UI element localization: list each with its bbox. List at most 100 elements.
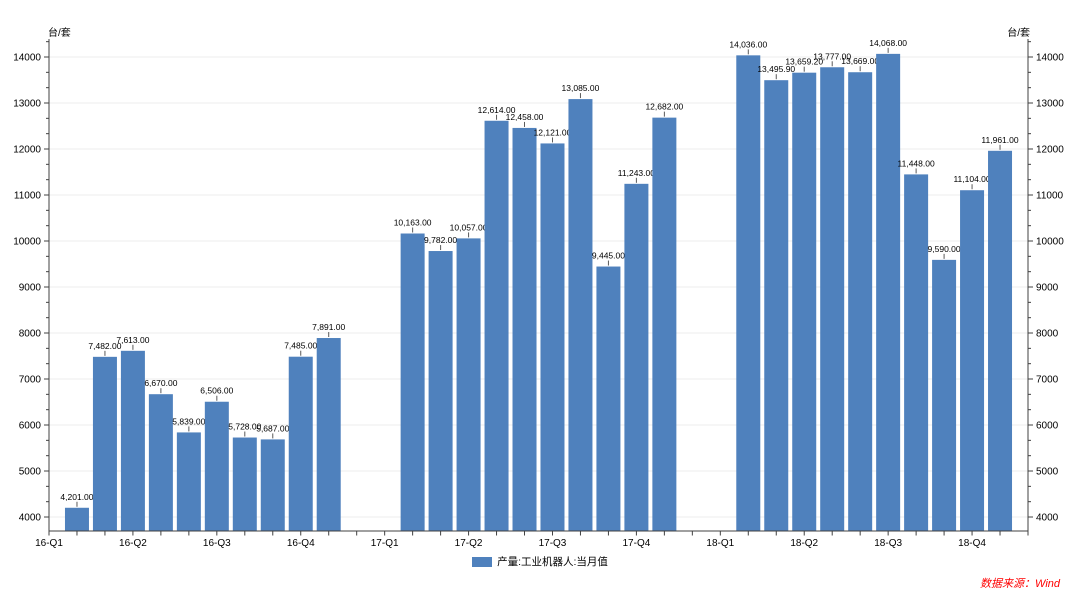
bar	[484, 120, 509, 532]
bar	[148, 394, 173, 531]
bar	[288, 356, 313, 531]
y-tick-label-left: 4000	[19, 513, 42, 524]
bar	[540, 143, 565, 531]
x-tick-label: 18-Q1	[706, 538, 734, 549]
bar	[120, 350, 145, 531]
bar-value-label: 13,085.00	[562, 83, 600, 93]
x-tick-label: 18-Q2	[790, 538, 818, 549]
x-tick-label: 17-Q1	[371, 538, 399, 549]
x-tick-label: 16-Q1	[35, 538, 63, 549]
y-axis-unit-left: 台/套	[48, 28, 71, 39]
bar-value-label: 12,682.00	[645, 102, 683, 112]
bar	[848, 72, 873, 532]
bar-value-label: 11,104.00	[953, 174, 990, 184]
bar-value-label: 11,448.00	[898, 158, 935, 168]
bar-value-label: 13,669.00	[841, 56, 879, 66]
bar	[64, 507, 89, 531]
legend-label: 产量:工业机器人:当月值	[497, 556, 608, 568]
bar-value-label: 9,445.00	[592, 251, 625, 261]
y-tick-label-left: 5000	[19, 467, 42, 478]
bar	[596, 266, 621, 531]
bar	[904, 174, 929, 531]
bar-value-label: 7,482.00	[88, 341, 121, 351]
y-tick-label-left: 14000	[13, 53, 41, 64]
bar	[988, 150, 1013, 531]
bar-value-label: 4,201.00	[60, 492, 93, 502]
bar	[568, 99, 593, 531]
legend-swatch	[472, 556, 493, 567]
bar-value-label: 13,659.20	[785, 57, 823, 67]
y-tick-label-right: 7000	[1036, 375, 1059, 386]
bar	[512, 127, 537, 532]
bar	[316, 338, 341, 531]
bar	[400, 233, 425, 531]
bar-value-label: 5,839.00	[172, 416, 205, 426]
bar-value-label: 7,613.00	[116, 335, 149, 345]
y-axis-unit-right: 台/套	[1007, 28, 1030, 39]
y-tick-label-left: 7000	[19, 375, 42, 386]
data-source-note: 数据来源：Wind	[980, 578, 1060, 590]
bar	[764, 80, 789, 531]
bar	[428, 251, 453, 531]
y-tick-label-right: 4000	[1036, 513, 1059, 524]
bar-value-label: 10,163.00	[394, 218, 432, 228]
x-tick-label: 16-Q2	[119, 538, 147, 549]
legend: 产量:工业机器人:当月值	[0, 554, 1080, 569]
y-tick-label-right: 13000	[1036, 99, 1064, 110]
y-tick-label-left: 11000	[14, 191, 42, 202]
bar	[204, 401, 229, 531]
y-tick-label-right: 8000	[1036, 329, 1059, 340]
bar-value-label: 12,121.00	[534, 127, 572, 137]
y-tick-label-right: 10000	[1036, 237, 1064, 248]
bar	[92, 356, 117, 531]
y-tick-label-left: 6000	[19, 421, 42, 432]
bar-value-label: 11,961.00	[981, 135, 1018, 145]
y-tick-label-right: 12000	[1036, 145, 1064, 156]
y-tick-label-left: 10000	[13, 237, 41, 248]
bar-value-label: 13,777.00	[813, 51, 851, 61]
bar	[260, 439, 285, 531]
bar	[652, 117, 677, 532]
bar	[176, 432, 201, 531]
bar-value-label: 9,590.00	[928, 244, 961, 254]
bar	[624, 183, 649, 531]
bar-value-label: 5,687.00	[256, 423, 289, 433]
y-tick-label-left: 9000	[19, 283, 42, 294]
bar	[232, 437, 257, 531]
y-tick-label-right: 9000	[1036, 283, 1059, 294]
y-tick-label-right: 14000	[1036, 53, 1064, 64]
bar-value-label: 10,057.00	[450, 222, 488, 232]
bar-value-label: 12,614.00	[478, 105, 516, 115]
x-tick-label: 17-Q4	[623, 538, 651, 549]
bar-value-label: 7,891.00	[312, 322, 345, 332]
bar-value-label: 11,243.00	[618, 168, 655, 178]
x-tick-label: 18-Q4	[958, 538, 986, 549]
bar-value-label: 5,728.00	[228, 422, 261, 432]
x-tick-label: 16-Q3	[203, 538, 231, 549]
bar-value-label: 12,458.00	[506, 112, 544, 122]
bar-value-label: 14,036.00	[729, 39, 767, 49]
bar-value-label: 13,495.90	[757, 64, 795, 74]
bar	[960, 190, 985, 531]
bar-value-label: 6,670.00	[144, 378, 177, 388]
bar	[876, 53, 901, 532]
bar-value-label: 7,485.00	[284, 341, 317, 351]
bar	[736, 55, 761, 532]
bar	[456, 238, 481, 531]
y-tick-label-right: 5000	[1036, 467, 1059, 478]
x-tick-label: 18-Q3	[874, 538, 902, 549]
bar	[820, 67, 845, 531]
x-tick-label: 17-Q2	[455, 538, 483, 549]
bar	[792, 72, 817, 531]
y-tick-label-right: 11000	[1036, 191, 1064, 202]
bar	[932, 259, 957, 531]
bar-value-label: 14,068.00	[869, 38, 907, 48]
bar-value-label: 9,782.00	[424, 235, 457, 245]
y-tick-label-right: 6000	[1036, 421, 1059, 432]
bar-value-label: 6,506.00	[200, 386, 233, 396]
y-tick-label-left: 8000	[19, 329, 42, 340]
x-tick-label: 17-Q3	[539, 538, 567, 549]
y-tick-label-left: 12000	[13, 145, 41, 156]
